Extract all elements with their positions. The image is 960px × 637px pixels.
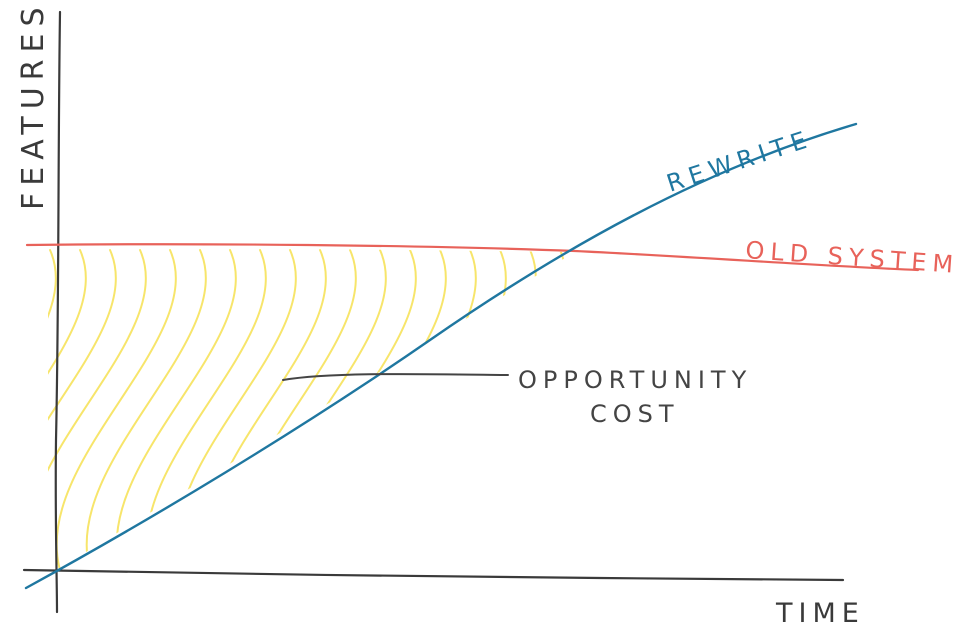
hatch-stroke bbox=[48, 249, 147, 568]
y-axis bbox=[54, 10, 62, 614]
hatch-stroke bbox=[295, 249, 417, 568]
x-axis bbox=[22, 568, 845, 582]
hatch-stroke bbox=[355, 249, 477, 568]
annotation-line-2: COST bbox=[590, 400, 680, 428]
rewrite-line bbox=[24, 122, 858, 590]
x-axis-label: TIME bbox=[775, 598, 865, 629]
hatch-stroke bbox=[445, 249, 567, 568]
annotation-line-1: OPPORTUNITY bbox=[518, 366, 752, 394]
hatch-stroke bbox=[115, 249, 237, 568]
hatch-stroke bbox=[48, 249, 117, 568]
y-axis-label: FEATURES bbox=[16, 0, 51, 210]
hatch-stroke bbox=[48, 249, 57, 568]
hatch-stroke bbox=[415, 249, 537, 568]
hatch-stroke bbox=[385, 249, 507, 568]
hatch-stroke bbox=[175, 249, 297, 568]
old-system-line bbox=[25, 243, 920, 272]
rewrite-label: REWRITE bbox=[663, 124, 815, 197]
hatch-stroke bbox=[145, 249, 267, 568]
hatch-stroke bbox=[205, 249, 327, 568]
hatch-stroke bbox=[235, 249, 357, 568]
hatch-stroke bbox=[325, 249, 447, 568]
annotation-leader-line bbox=[282, 373, 509, 381]
hatch-stroke bbox=[48, 249, 87, 568]
hatch-stroke bbox=[55, 249, 177, 568]
opportunity-cost-hatching bbox=[0, 249, 575, 570]
old-system-label: OLD SYSTEM bbox=[745, 236, 960, 279]
hatch-stroke bbox=[85, 249, 207, 568]
hatch-stroke bbox=[0, 250, 26, 570]
